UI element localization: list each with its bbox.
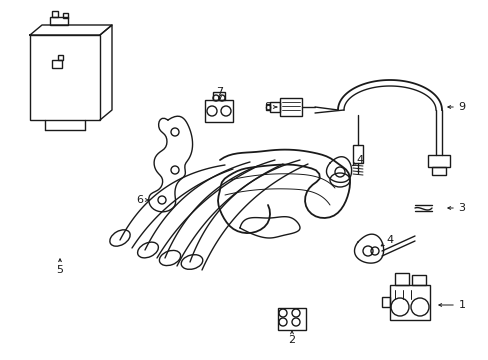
Text: 6: 6: [136, 195, 143, 205]
Bar: [278, 308, 305, 330]
Text: 5: 5: [57, 265, 63, 275]
Bar: [50, 17, 68, 25]
Bar: [431, 167, 445, 175]
Bar: [352, 145, 362, 163]
Bar: [411, 275, 425, 285]
Bar: [63, 13, 68, 18]
Bar: [265, 104, 269, 110]
Bar: [280, 98, 302, 116]
Bar: [58, 55, 63, 60]
Bar: [213, 92, 224, 100]
Bar: [389, 285, 429, 320]
Bar: [381, 297, 389, 307]
Bar: [394, 273, 408, 285]
Bar: [204, 100, 232, 122]
Bar: [52, 11, 58, 17]
Text: 7: 7: [216, 87, 223, 97]
Text: 4: 4: [356, 155, 363, 165]
Text: 4: 4: [386, 235, 393, 245]
Text: 8: 8: [264, 102, 271, 112]
Bar: [269, 102, 280, 112]
Text: 1: 1: [458, 300, 465, 310]
Text: 9: 9: [458, 102, 465, 112]
Bar: [30, 35, 100, 120]
Text: 2: 2: [288, 335, 295, 345]
Bar: [427, 155, 449, 167]
Bar: [52, 60, 62, 68]
Text: 3: 3: [458, 203, 465, 213]
